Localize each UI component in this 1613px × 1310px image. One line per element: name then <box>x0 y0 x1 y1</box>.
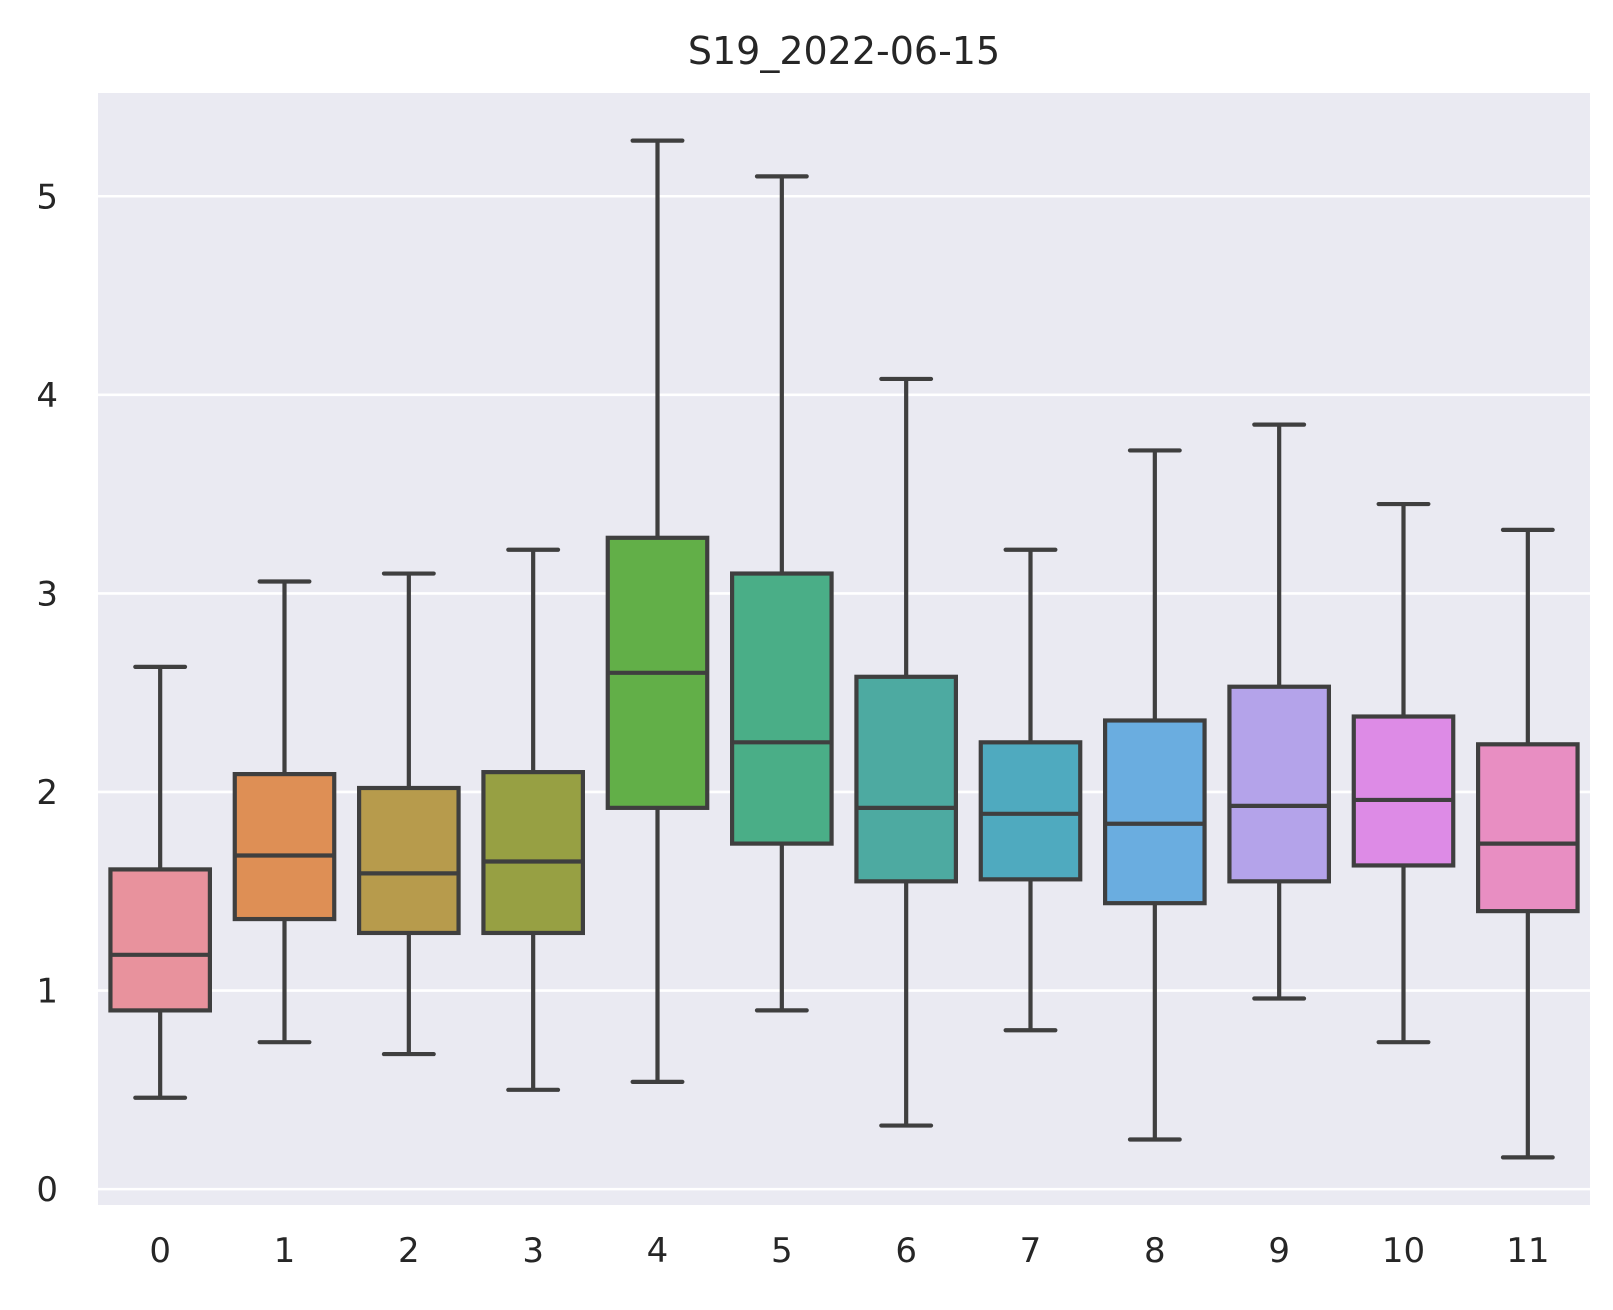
plot-background <box>98 93 1590 1205</box>
box-4 <box>605 138 710 1084</box>
x-tick-9: 9 <box>1268 1231 1290 1271</box>
x-tick-6: 6 <box>895 1231 917 1271</box>
box-10 <box>1351 501 1456 1045</box>
box-0 <box>108 664 213 1100</box>
iqr-box-8 <box>1102 718 1207 906</box>
grid <box>98 194 1590 1191</box>
iqr-box-0 <box>108 867 213 1013</box>
iqr-box-9 <box>1227 684 1332 884</box>
box-1 <box>232 579 337 1045</box>
box-9 <box>1227 422 1332 1001</box>
box-7 <box>978 547 1083 1033</box>
iqr-box-1 <box>232 771 337 922</box>
iqr-box-7 <box>978 740 1083 882</box>
box-2 <box>357 571 461 1057</box>
x-tick-5: 5 <box>771 1231 793 1271</box>
x-tick-7: 7 <box>1020 1231 1042 1271</box>
box-6 <box>854 376 959 1128</box>
y-tick-0: 0 <box>36 1170 58 1210</box>
box-5 <box>729 174 834 1013</box>
box-8 <box>1102 448 1207 1142</box>
x-tick-0: 0 <box>149 1231 171 1271</box>
x-tick-1: 1 <box>274 1231 296 1271</box>
x-tick-3: 3 <box>522 1231 544 1271</box>
box-11 <box>1475 527 1580 1160</box>
boxes <box>108 138 1580 1160</box>
x-tick-10: 10 <box>1382 1231 1425 1271</box>
iqr-box-11 <box>1475 742 1580 914</box>
x-tick-4: 4 <box>647 1231 669 1271</box>
iqr-box-5 <box>729 571 834 846</box>
y-tick-3: 3 <box>36 574 58 614</box>
y-tick-labels: 0 1 2 3 4 5 <box>36 177 58 1210</box>
y-tick-1: 1 <box>36 972 58 1012</box>
x-tick-labels: 0 1 2 3 4 5 6 7 8 9 10 11 <box>149 1231 1549 1271</box>
y-tick-5: 5 <box>36 177 58 217</box>
y-tick-2: 2 <box>36 773 58 813</box>
iqr-box-6 <box>854 674 959 884</box>
iqr-box-10 <box>1351 714 1456 868</box>
iqr-box-3 <box>481 770 585 936</box>
chart-title: S19_2022-06-15 <box>688 29 1000 73</box>
x-tick-2: 2 <box>398 1231 420 1271</box>
box-3 <box>481 547 585 1092</box>
x-tick-8: 8 <box>1144 1231 1166 1271</box>
iqr-box-2 <box>357 785 461 936</box>
x-tick-11: 11 <box>1506 1231 1549 1271</box>
y-tick-4: 4 <box>36 376 58 416</box>
